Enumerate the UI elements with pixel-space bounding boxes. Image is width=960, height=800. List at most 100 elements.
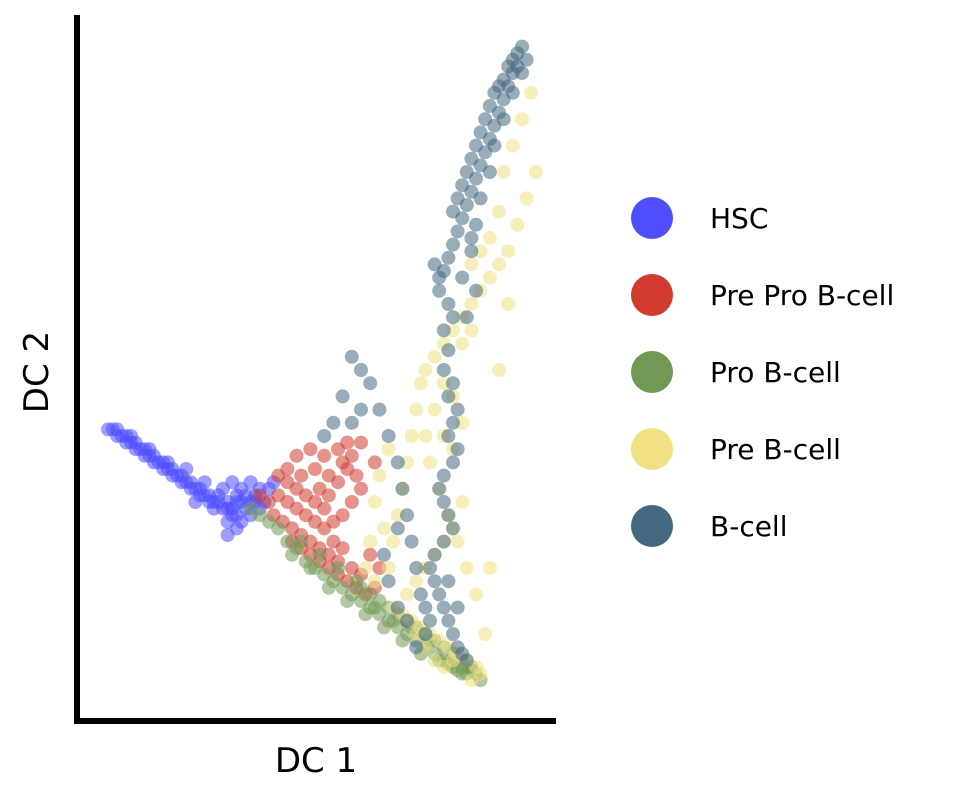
data-point — [197, 475, 212, 490]
data-point — [441, 613, 456, 628]
points-layer — [101, 39, 543, 688]
data-point — [289, 481, 304, 496]
data-point — [344, 415, 359, 430]
data-point — [492, 204, 506, 219]
data-point — [469, 283, 483, 298]
data-point — [446, 376, 460, 391]
legend-marker — [631, 428, 673, 470]
data-point — [289, 448, 304, 463]
legend-label: Pre Pro B-cell — [710, 279, 894, 312]
data-point — [441, 429, 456, 443]
data-point — [377, 547, 391, 562]
data-point — [363, 547, 378, 562]
data-point — [381, 442, 396, 457]
data-point — [395, 481, 410, 496]
data-point — [423, 613, 437, 628]
data-point — [409, 402, 424, 417]
data-point — [455, 211, 470, 226]
data-point — [469, 171, 483, 186]
data-point — [326, 415, 341, 430]
data-point — [225, 475, 240, 490]
data-point — [446, 455, 460, 470]
legend-label: Pre B-cell — [710, 433, 841, 466]
legend-item: Pre B-cell — [631, 428, 841, 470]
data-point — [469, 217, 483, 232]
data-point — [427, 547, 442, 562]
data-point — [450, 534, 465, 549]
data-point — [427, 653, 442, 668]
data-point — [464, 231, 479, 245]
data-point — [459, 198, 474, 212]
data-point — [413, 376, 428, 391]
data-point — [427, 257, 442, 272]
data-point — [160, 455, 175, 470]
data-point — [294, 534, 309, 549]
data-point — [432, 283, 447, 298]
data-point — [524, 85, 539, 100]
data-point — [349, 468, 364, 483]
data-point — [367, 455, 382, 470]
data-point — [436, 468, 451, 483]
x-axis-title: DC 1 — [275, 741, 357, 781]
data-point — [492, 363, 506, 377]
data-point — [372, 468, 387, 483]
data-point — [464, 257, 479, 272]
data-point — [528, 165, 543, 179]
data-point — [455, 336, 470, 351]
data-point — [432, 481, 447, 496]
data-point — [390, 455, 405, 470]
data-point — [400, 508, 414, 523]
data-point — [404, 534, 419, 549]
data-point — [395, 633, 410, 648]
data-point — [344, 448, 359, 463]
data-point — [450, 402, 465, 417]
data-point — [358, 561, 373, 575]
data-point — [294, 468, 309, 483]
data-point — [285, 547, 299, 562]
data-point — [446, 237, 460, 252]
data-point — [464, 673, 479, 688]
data-point — [441, 250, 456, 265]
data-point — [501, 297, 516, 311]
data-point — [271, 468, 286, 483]
legend-label: Pro B-cell — [710, 356, 841, 389]
data-point — [303, 561, 318, 575]
data-point — [367, 600, 382, 615]
data-point — [326, 534, 341, 549]
data-point — [436, 600, 451, 615]
series-hsc — [101, 422, 281, 542]
data-point — [441, 297, 456, 311]
y-axis-title: DC 2 — [17, 331, 57, 413]
data-point — [482, 561, 497, 575]
data-point — [436, 363, 451, 377]
data-point — [413, 587, 428, 602]
data-point — [432, 587, 447, 602]
legend-label: B-cell — [710, 510, 788, 543]
data-point — [519, 52, 534, 67]
data-point — [340, 435, 355, 450]
data-point — [390, 600, 405, 615]
data-point — [312, 547, 327, 562]
data-point — [482, 231, 497, 245]
data-point — [446, 521, 460, 536]
data-point — [450, 442, 465, 457]
data-point — [243, 475, 258, 490]
data-point — [321, 580, 336, 595]
data-point — [354, 363, 368, 377]
data-point — [363, 376, 378, 391]
legend-item: Pro B-cell — [631, 351, 841, 393]
data-point — [386, 534, 401, 549]
data-point — [496, 112, 511, 127]
data-point — [441, 574, 456, 589]
data-point — [432, 270, 447, 285]
data-point — [446, 415, 460, 430]
legend-label: HSC — [710, 202, 768, 235]
data-point — [427, 349, 442, 364]
data-point — [423, 455, 437, 470]
data-point — [478, 627, 493, 641]
data-point — [492, 257, 506, 272]
legend-item: Pre Pro B-cell — [631, 274, 894, 316]
data-point — [349, 574, 364, 589]
data-point — [179, 462, 194, 476]
data-point — [441, 508, 456, 523]
